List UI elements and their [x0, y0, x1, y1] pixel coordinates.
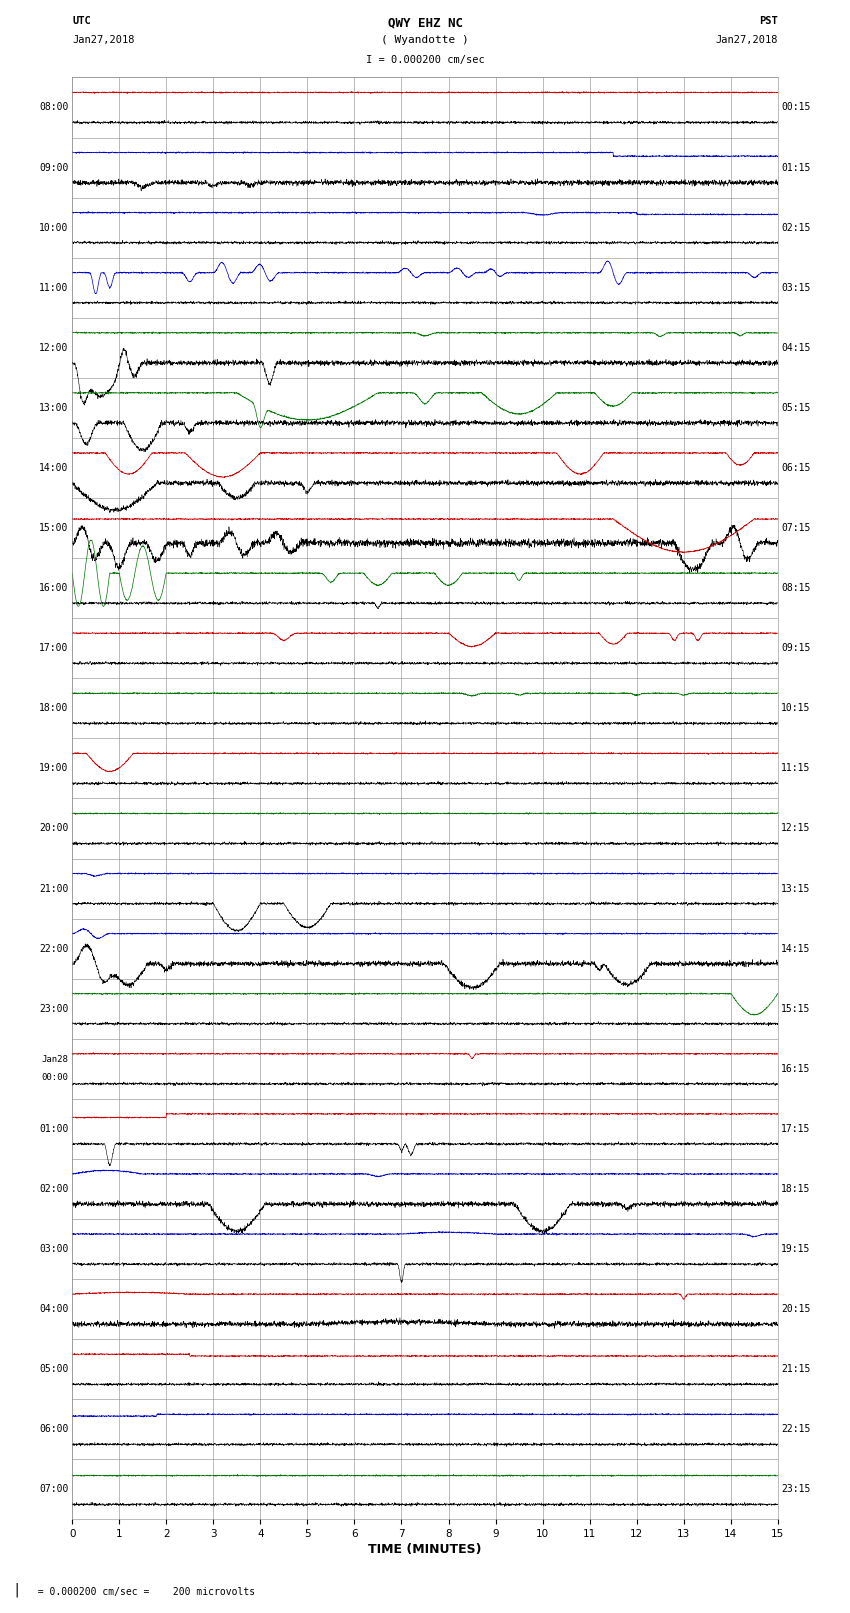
Text: 16:00: 16:00 [39, 584, 69, 594]
Text: 06:15: 06:15 [781, 463, 811, 473]
Text: 05:15: 05:15 [781, 403, 811, 413]
Text: 16:15: 16:15 [781, 1065, 811, 1074]
Text: 20:00: 20:00 [39, 824, 69, 834]
Text: = 0.000200 cm/sec =    200 microvolts: = 0.000200 cm/sec = 200 microvolts [26, 1587, 255, 1597]
Text: I = 0.000200 cm/sec: I = 0.000200 cm/sec [366, 55, 484, 65]
Text: 08:00: 08:00 [39, 103, 69, 113]
Text: 22:00: 22:00 [39, 944, 69, 953]
Text: 23:00: 23:00 [39, 1003, 69, 1013]
Text: 14:00: 14:00 [39, 463, 69, 473]
Text: 15:15: 15:15 [781, 1003, 811, 1013]
Text: 12:15: 12:15 [781, 824, 811, 834]
Text: Jan28: Jan28 [42, 1055, 69, 1065]
Text: 10:15: 10:15 [781, 703, 811, 713]
Text: 03:15: 03:15 [781, 282, 811, 292]
Text: 11:15: 11:15 [781, 763, 811, 773]
Text: 20:15: 20:15 [781, 1305, 811, 1315]
Text: 04:15: 04:15 [781, 344, 811, 353]
Text: 21:15: 21:15 [781, 1365, 811, 1374]
Text: Jan27,2018: Jan27,2018 [72, 35, 135, 45]
Text: 13:00: 13:00 [39, 403, 69, 413]
Text: 02:00: 02:00 [39, 1184, 69, 1194]
Text: 23:15: 23:15 [781, 1484, 811, 1494]
Text: 08:15: 08:15 [781, 584, 811, 594]
Text: 03:00: 03:00 [39, 1244, 69, 1253]
Text: 22:15: 22:15 [781, 1424, 811, 1434]
Text: 15:00: 15:00 [39, 523, 69, 532]
Text: 19:15: 19:15 [781, 1244, 811, 1253]
Text: 10:00: 10:00 [39, 223, 69, 232]
Text: 07:00: 07:00 [39, 1484, 69, 1494]
Text: ( Wyandotte ): ( Wyandotte ) [381, 35, 469, 45]
Text: 19:00: 19:00 [39, 763, 69, 773]
Text: |: | [13, 1582, 21, 1597]
Text: 09:15: 09:15 [781, 644, 811, 653]
Text: 18:15: 18:15 [781, 1184, 811, 1194]
Text: Jan27,2018: Jan27,2018 [715, 35, 778, 45]
Text: 05:00: 05:00 [39, 1365, 69, 1374]
Text: 11:00: 11:00 [39, 282, 69, 292]
Text: QWY EHZ NC: QWY EHZ NC [388, 16, 462, 29]
Text: 00:15: 00:15 [781, 103, 811, 113]
Text: 01:15: 01:15 [781, 163, 811, 173]
Text: 18:00: 18:00 [39, 703, 69, 713]
Text: 04:00: 04:00 [39, 1305, 69, 1315]
Text: 07:15: 07:15 [781, 523, 811, 532]
Text: UTC: UTC [72, 16, 91, 26]
Text: 06:00: 06:00 [39, 1424, 69, 1434]
Text: 09:00: 09:00 [39, 163, 69, 173]
Text: PST: PST [759, 16, 778, 26]
Text: 02:15: 02:15 [781, 223, 811, 232]
Text: 14:15: 14:15 [781, 944, 811, 953]
Text: 21:00: 21:00 [39, 884, 69, 894]
Text: 13:15: 13:15 [781, 884, 811, 894]
Text: 00:00: 00:00 [42, 1073, 69, 1082]
X-axis label: TIME (MINUTES): TIME (MINUTES) [368, 1544, 482, 1557]
Text: 17:00: 17:00 [39, 644, 69, 653]
Text: 17:15: 17:15 [781, 1124, 811, 1134]
Text: 01:00: 01:00 [39, 1124, 69, 1134]
Text: 12:00: 12:00 [39, 344, 69, 353]
